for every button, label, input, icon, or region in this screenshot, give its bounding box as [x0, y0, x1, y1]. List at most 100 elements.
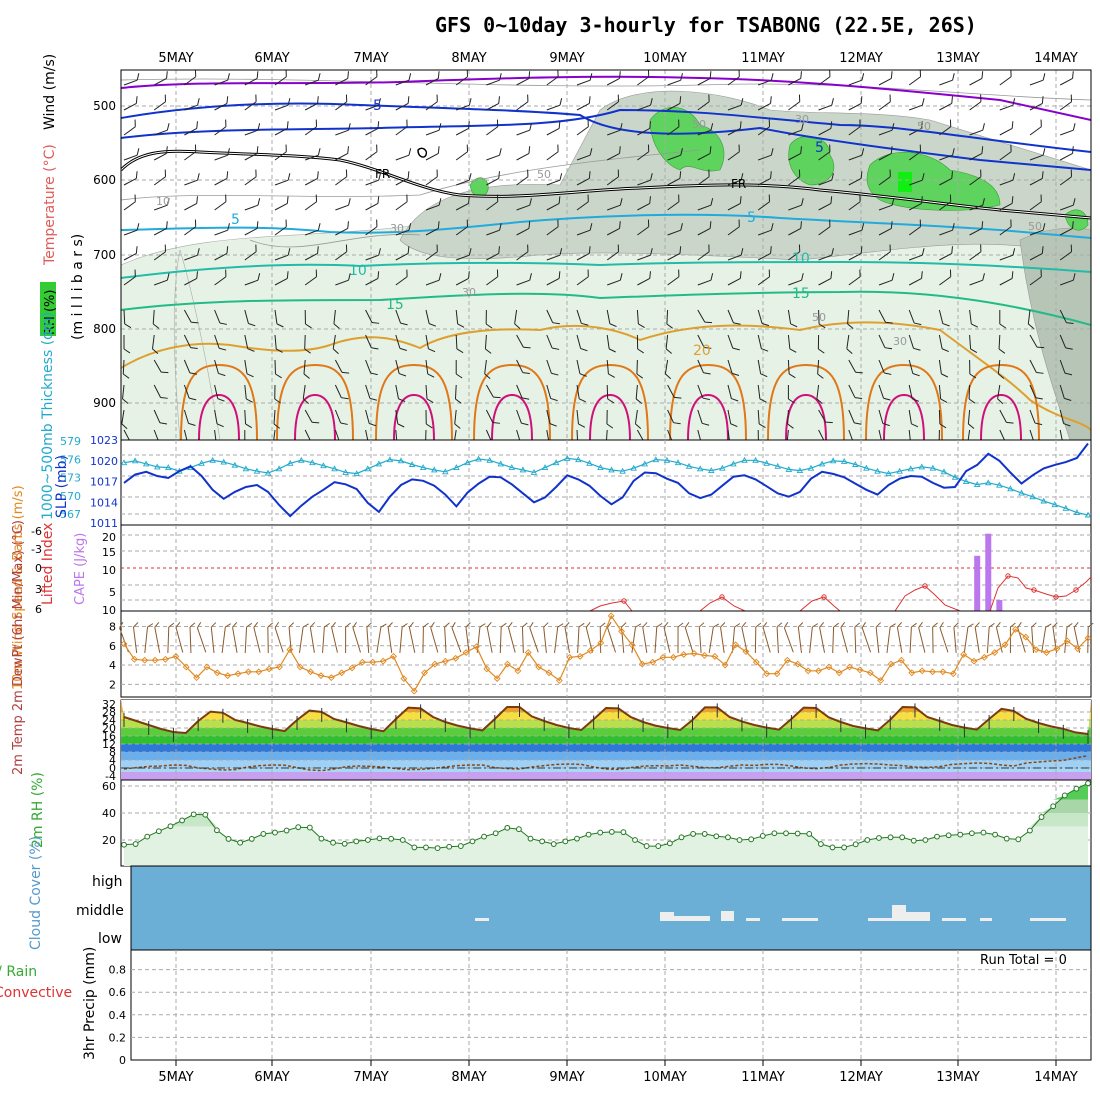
upper-barb-0-9 — [123, 309, 132, 329]
barb-flag — [608, 348, 616, 353]
barb-shaft — [776, 626, 779, 654]
temp-line — [123, 705, 1089, 735]
wind-speed-point-5 — [172, 652, 180, 660]
barb-flag — [444, 622, 450, 628]
rh-point-34 — [515, 826, 522, 833]
barb-shaft — [123, 126, 136, 136]
barb-flag — [438, 198, 442, 206]
barb-flag — [585, 621, 591, 628]
upper-barb-3-13 — [214, 409, 224, 428]
thickness-point-67 — [863, 464, 870, 471]
upper-barb-27-2 — [939, 119, 952, 136]
upper-barb-29-11 — [997, 359, 1005, 379]
barb-shaft — [304, 102, 318, 111]
wind10m-barb-71 — [909, 622, 917, 654]
barb-shaft — [274, 627, 284, 653]
upper-barb-9-4 — [395, 171, 410, 186]
upper-ytick-2: 700 — [93, 248, 116, 262]
barb-shaft — [244, 409, 247, 425]
barb-flag — [147, 623, 154, 628]
thickness-point-29 — [442, 468, 449, 475]
barb-flag — [407, 171, 410, 179]
barb-flag — [557, 623, 564, 628]
wind-10m-barbs — [119, 621, 1094, 654]
barb-shaft — [998, 334, 1001, 350]
upper-barb-9-2 — [395, 119, 408, 136]
barb-shaft — [963, 627, 969, 653]
barb-shaft — [516, 152, 530, 161]
barb-flag — [246, 398, 253, 403]
wind10m-barb-6 — [189, 622, 196, 654]
barb-shaft — [425, 251, 438, 261]
upper-barb-4-9 — [244, 309, 256, 327]
barb-flag — [164, 94, 167, 102]
rh-point-67 — [899, 834, 906, 841]
barb-shaft — [399, 627, 403, 653]
barb-shaft — [365, 179, 379, 186]
barb-flag — [286, 121, 289, 129]
barb-shaft — [335, 77, 348, 86]
upper-barb-26-11 — [908, 359, 920, 377]
wind10m-barb-23 — [376, 623, 387, 653]
barb-flag — [980, 94, 982, 102]
upper-barb-1-11 — [153, 359, 169, 374]
barb-flag — [189, 622, 196, 628]
barb-flag — [981, 71, 984, 79]
barb-shaft — [554, 627, 559, 653]
barb-shaft — [123, 177, 137, 186]
barb-flag — [884, 347, 893, 350]
barb-flag — [457, 323, 465, 328]
barb-flag — [317, 171, 319, 179]
upper-barb-0-1 — [123, 96, 138, 111]
wind10m-barb-1 — [132, 622, 139, 653]
upper-barb-8-11 — [365, 359, 378, 376]
barb-flag — [589, 223, 593, 231]
upper-barb-27-12 — [938, 384, 948, 403]
wind10m-barb-82 — [1031, 622, 1037, 654]
barb-flag — [466, 219, 469, 227]
rh-point-31 — [481, 833, 487, 840]
barb-shaft — [999, 151, 1012, 161]
wind10m-barb-8 — [210, 622, 217, 653]
wind10m-barb-14 — [274, 622, 284, 653]
barb-flag — [1010, 70, 1012, 77]
upper-barb-27-8 — [939, 269, 952, 286]
thickness-point-73 — [929, 464, 937, 471]
barb-flag — [829, 144, 831, 152]
barb-shaft — [757, 309, 763, 324]
barb-flag — [1036, 346, 1045, 349]
barb-shaft — [334, 429, 341, 440]
barb-shaft — [875, 627, 880, 653]
upper-barb-9-13 — [395, 409, 405, 428]
thickness-tick-0: 579 — [60, 435, 81, 448]
barb-flag — [709, 71, 712, 79]
barb-flag — [1042, 73, 1046, 81]
barb-flag — [333, 323, 340, 329]
upper-barb-8-8 — [365, 271, 380, 286]
upper-barb-23-9 — [818, 309, 826, 329]
barb-shaft — [153, 429, 160, 440]
upper-barb-6-3 — [305, 148, 321, 161]
wind10m-barb-28 — [430, 621, 439, 653]
barb-flag — [166, 146, 168, 154]
barb-flag — [427, 373, 435, 378]
rh-point-35 — [527, 835, 534, 842]
upper-barb-30-3 — [1029, 148, 1046, 161]
wind10m-barb-37 — [529, 622, 539, 653]
barb-shaft — [244, 204, 259, 211]
rh-point-39 — [574, 835, 580, 842]
barb-shaft — [878, 429, 883, 440]
barb-shaft — [607, 279, 621, 286]
upper-barb-27-9 — [938, 309, 950, 327]
barb-shaft — [152, 309, 155, 325]
barb-flag — [730, 423, 738, 427]
wind10m-barb-59 — [776, 622, 783, 654]
thickness-tick-3: 570 — [60, 490, 81, 503]
barb-shaft — [637, 226, 650, 236]
upper-barb-4-3 — [244, 146, 259, 161]
barb-flag — [387, 622, 393, 628]
barb-shaft — [516, 409, 522, 424]
thickness-point-62 — [807, 464, 815, 471]
barb-flag — [860, 96, 863, 104]
upper-barb-13-9 — [514, 309, 521, 330]
